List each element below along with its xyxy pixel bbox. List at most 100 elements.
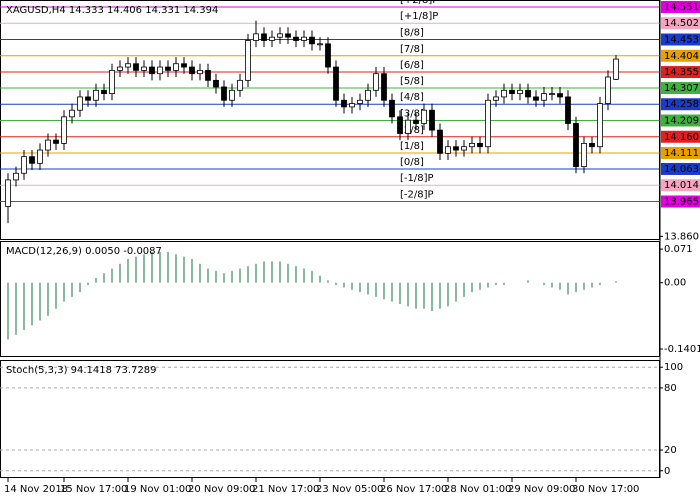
y-tick-label: 80 xyxy=(664,383,677,394)
panel-title: XAGUSD,H4 14.333 14.406 14.331 14.394 xyxy=(6,5,218,16)
candle-body xyxy=(149,66,155,75)
candle-body xyxy=(405,119,411,134)
candle-body xyxy=(205,69,211,81)
candle-body xyxy=(133,63,139,71)
price-box-label: 14.502 xyxy=(664,18,699,29)
candle-body xyxy=(37,149,43,164)
candle-body xyxy=(397,116,403,134)
price-box xyxy=(661,81,700,94)
candle-body xyxy=(525,89,531,98)
murrey-label: [-1/8]P xyxy=(400,173,434,184)
candle-body xyxy=(541,93,547,101)
price-box-label: 14.258 xyxy=(664,99,699,110)
x-tick-label: 14 Nov 2018 xyxy=(4,484,68,495)
x-tick-label: 28 Nov 01:00 xyxy=(444,484,511,495)
candle-body xyxy=(197,69,203,75)
x-tick-label: 15 Nov 17:00 xyxy=(60,484,127,495)
candle-body xyxy=(109,69,115,95)
candle-body xyxy=(61,116,67,144)
candle-body xyxy=(445,146,451,154)
candle-body xyxy=(45,139,51,151)
candle-body xyxy=(341,99,347,108)
price-box xyxy=(661,98,700,111)
candle-body xyxy=(589,143,595,148)
candle-body xyxy=(21,156,27,174)
x-tick-label: 21 Nov 17:00 xyxy=(252,484,319,495)
y-tick-label: 0.00 xyxy=(664,278,686,289)
candle-body xyxy=(309,36,315,45)
price-box-label: 14.160 xyxy=(664,132,699,143)
murrey-label: [8/8] xyxy=(400,28,424,39)
y-tick-label: 0 xyxy=(664,466,670,477)
price-box-label: 14.355 xyxy=(664,67,699,78)
murrey-label: [1/8] xyxy=(400,141,424,152)
candle-body xyxy=(213,79,219,88)
candle-body xyxy=(493,96,499,101)
candle-body xyxy=(173,63,179,71)
murrey-label: [6/8] xyxy=(400,60,424,71)
candle-body xyxy=(245,40,251,81)
price-box-label: 14.307 xyxy=(664,83,699,94)
y-tick-label: 13.860 xyxy=(664,231,699,242)
candle-body xyxy=(221,86,227,101)
candle-body xyxy=(565,96,571,124)
candle-body xyxy=(13,172,19,181)
candle-body xyxy=(253,33,259,41)
murrey-label: [+2/8]P xyxy=(400,0,438,6)
candle-body xyxy=(181,63,187,68)
y-tick-label: 100 xyxy=(664,362,683,373)
price-box-label: 14.063 xyxy=(664,164,699,175)
price-box-label: 14.404 xyxy=(664,51,699,62)
candle-body xyxy=(421,109,427,124)
panel-title: MACD(12,26,9) 0.0050 -0.0087 xyxy=(6,246,162,257)
candle-body xyxy=(189,66,195,75)
x-tick-label: 19 Nov 01:00 xyxy=(124,484,191,495)
price-box xyxy=(661,147,700,160)
candle-body xyxy=(93,89,99,101)
candle-body xyxy=(509,89,515,95)
candle-body xyxy=(557,93,563,98)
candle-body xyxy=(413,119,419,124)
murrey-label: [-2/8]P xyxy=(400,189,434,200)
candle-body xyxy=(229,89,235,101)
candle-body xyxy=(533,96,539,101)
x-tick-label: 29 Nov 09:00 xyxy=(508,484,575,495)
y-tick-label: -0.1401 xyxy=(664,344,700,355)
candle-body xyxy=(117,66,123,71)
candle-body xyxy=(357,99,363,104)
price-box xyxy=(661,130,700,143)
candle-body xyxy=(501,89,507,98)
candle-body xyxy=(429,109,435,131)
price-box-label: 14.014 xyxy=(664,180,699,191)
y-tick-label: 20 xyxy=(664,445,677,456)
candle-body xyxy=(381,73,387,101)
candle-body xyxy=(157,66,163,75)
candle-body xyxy=(53,139,59,144)
candle-body xyxy=(285,33,291,38)
candle-body xyxy=(261,33,267,41)
candle-body xyxy=(365,89,371,101)
candle-body xyxy=(277,33,283,38)
x-tick-label: 26 Nov 17:00 xyxy=(380,484,447,495)
price-box-label: 14.551 xyxy=(664,2,699,13)
x-tick-label: 23 Nov 05:00 xyxy=(316,484,383,495)
candle-body xyxy=(85,96,91,101)
murrey-label: [2/8] xyxy=(400,125,424,136)
candle-body xyxy=(237,79,243,91)
candle-body xyxy=(29,156,35,164)
x-tick-label: 20 Nov 09:00 xyxy=(188,484,255,495)
candle-body xyxy=(349,103,355,108)
candle-body xyxy=(333,66,339,101)
candle-body xyxy=(77,96,83,111)
panel-title: Stoch(5,3,3) 94.1418 73.7289 xyxy=(6,365,157,376)
candle-body xyxy=(573,123,579,168)
candle-body xyxy=(141,66,147,71)
price-box-label: 14.209 xyxy=(664,116,699,127)
candle-body xyxy=(5,179,11,207)
price-box-label: 13.965 xyxy=(664,196,699,207)
candle-body xyxy=(549,93,555,96)
candle-body xyxy=(605,76,611,104)
price-box xyxy=(661,179,700,192)
